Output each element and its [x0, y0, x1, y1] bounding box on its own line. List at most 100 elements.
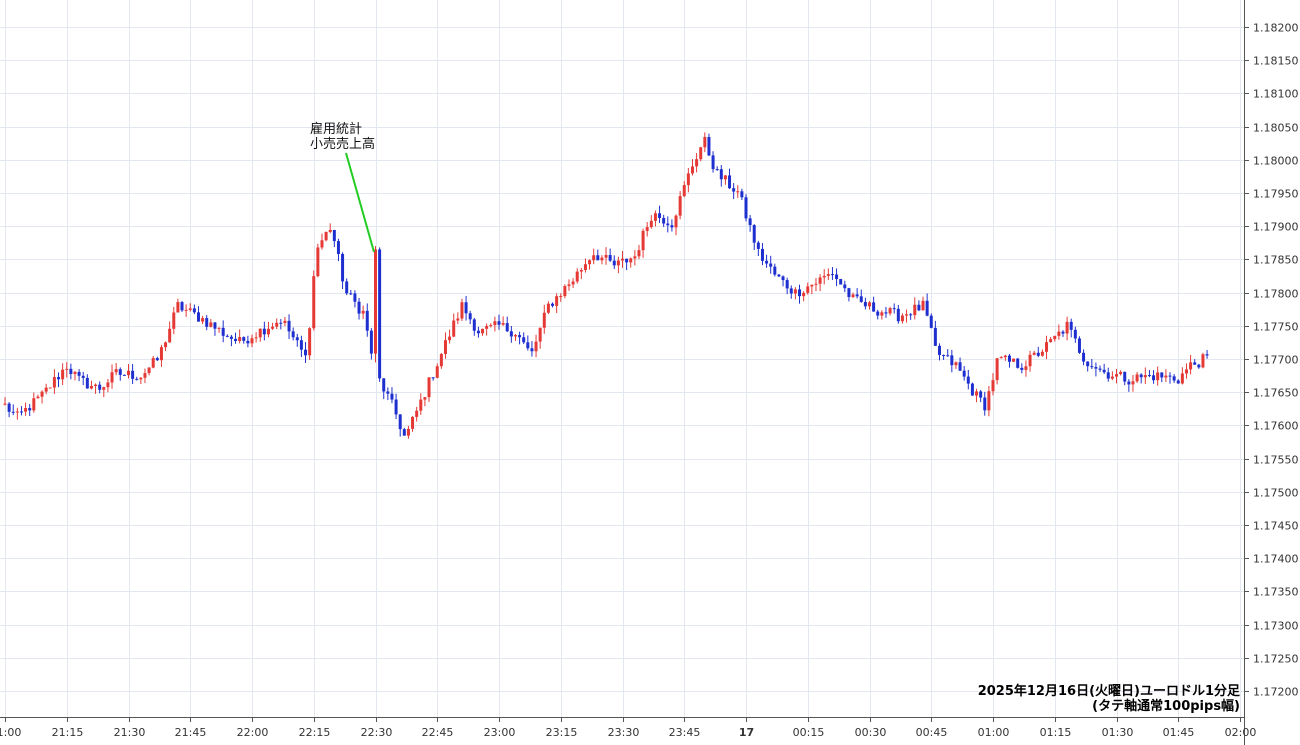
candle-body — [1152, 375, 1156, 381]
candle-body — [970, 383, 974, 396]
candle-body — [678, 196, 682, 216]
candle-body — [299, 340, 303, 350]
y-tick-label: 1.17600 — [1253, 420, 1299, 433]
y-tick-label: 1.17700 — [1253, 354, 1299, 367]
candle-body — [3, 403, 7, 405]
candle-body — [291, 331, 295, 338]
candle-body — [374, 249, 377, 354]
candle-body — [369, 330, 373, 354]
candle-body — [238, 337, 242, 342]
candle-body — [266, 328, 270, 335]
x-tick-label: 01:45 — [1163, 726, 1195, 739]
candle-body — [345, 281, 349, 294]
y-tick-label: 1.18100 — [1253, 88, 1299, 101]
candle-body — [653, 213, 657, 221]
candle-body — [201, 318, 205, 322]
candle-body — [612, 260, 616, 266]
candle-body — [715, 169, 719, 171]
candle-body — [229, 336, 233, 339]
candle-body — [937, 345, 941, 355]
candle-body — [855, 294, 859, 297]
candle-body — [180, 302, 184, 311]
candle-body — [188, 308, 192, 310]
candle-body — [876, 311, 880, 316]
candle-body — [1007, 355, 1011, 362]
candle-body — [999, 357, 1003, 359]
candle-body — [752, 225, 756, 243]
x-tick-label: 21:15 — [52, 726, 84, 739]
candle-body — [847, 288, 851, 298]
candle-body — [592, 255, 596, 261]
candle-body — [155, 358, 159, 361]
candle-body — [736, 191, 740, 193]
candle-body — [1197, 364, 1201, 368]
candle-body — [390, 393, 394, 400]
candle-body — [1082, 352, 1086, 362]
candle-body — [357, 301, 361, 314]
candle-body — [686, 173, 690, 186]
x-tick-label: 21:30 — [114, 726, 146, 739]
candle-body — [1012, 358, 1016, 362]
candle-body — [81, 375, 85, 378]
x-tick-label: 23:45 — [669, 726, 701, 739]
candle-body — [810, 284, 814, 287]
candle-body — [1143, 375, 1147, 378]
candle-body — [287, 320, 291, 332]
candle-body — [1045, 342, 1049, 352]
candle-body — [905, 314, 909, 316]
candle-body — [588, 260, 592, 265]
candle-body — [814, 283, 818, 285]
candle-body — [542, 312, 546, 328]
candle-body — [316, 247, 320, 277]
candle-body — [110, 372, 114, 383]
candle-body — [518, 335, 522, 338]
candle-body — [966, 376, 970, 384]
x-tick-label: 00:15 — [793, 726, 825, 739]
candle-body — [793, 289, 797, 294]
candle-body — [1016, 358, 1020, 368]
candle-body — [884, 312, 888, 314]
candle-body — [950, 355, 954, 366]
candle-body — [826, 274, 830, 276]
event-annotation: 雇用統計 小売売上高 — [310, 121, 375, 253]
candle-body — [649, 220, 653, 228]
candle-body — [1160, 372, 1164, 378]
candle-body — [127, 370, 130, 376]
candle-body — [85, 377, 89, 389]
candle-body — [666, 223, 670, 226]
candle-body — [567, 284, 571, 287]
x-axis-ticks: 21:00 21:15 21:30 21:45 22:00 22:15 22:30 22:45… — [0, 717, 1256, 739]
candle-body — [493, 321, 497, 326]
candle-body — [559, 296, 563, 298]
candle-body — [830, 274, 834, 276]
candle-body — [398, 414, 402, 430]
y-tick-label: 1.17800 — [1253, 288, 1299, 301]
candle-body — [1028, 354, 1032, 367]
candle-body — [262, 328, 266, 335]
candle-body — [435, 366, 439, 378]
candle-body — [1053, 335, 1057, 340]
candle-body — [987, 391, 991, 411]
y-tick-label: 1.18000 — [1253, 155, 1299, 168]
candle-body — [555, 296, 559, 306]
x-tick-label: 23:00 — [484, 726, 516, 739]
x-tick-label: 17 — [739, 726, 754, 739]
candle-body — [641, 230, 645, 251]
candle-body — [361, 310, 365, 314]
candle-body — [658, 213, 662, 218]
candle-body — [242, 337, 246, 341]
candle-body — [682, 185, 686, 197]
candle-body — [114, 369, 118, 373]
candle-body — [1024, 366, 1028, 370]
x-tick-label: 23:30 — [608, 726, 640, 739]
candle-body — [991, 380, 995, 392]
candle-body — [217, 327, 221, 329]
candle-body — [341, 253, 345, 282]
candle-body — [443, 340, 447, 355]
y-tick-label: 1.17250 — [1253, 653, 1299, 666]
candle-body — [995, 358, 999, 381]
candle-body — [456, 318, 460, 321]
candle-body — [394, 399, 398, 415]
candle-body — [382, 378, 386, 392]
